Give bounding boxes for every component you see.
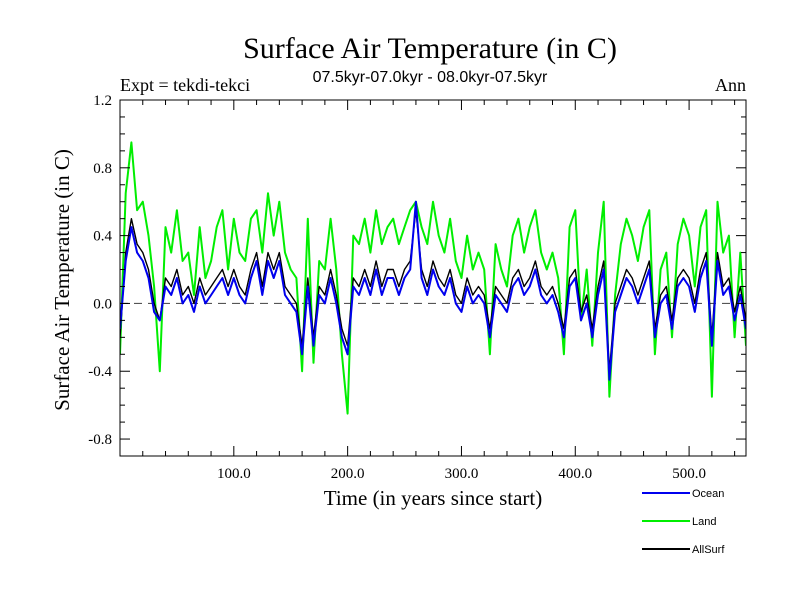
y-tick-label: 0.0 — [93, 296, 112, 312]
chart-title: Surface Air Temperature (in C) — [243, 32, 617, 65]
axis-ticks-layer: 100.0 200.0 300.0 400.0 500.0 -0.8 -0.4 0.0 0.4 0… — [88, 93, 746, 482]
y-tick-label: -0.4 — [88, 364, 112, 380]
x-tick-label: 100.0 — [217, 466, 251, 482]
chart-subtitle: 07.5kyr-07.0kyr - 08.0kyr-07.5kyr — [313, 69, 548, 86]
legend-label-ocean: Ocean — [692, 488, 724, 500]
plot-frame — [119, 99, 747, 457]
experiment-label: Expt = tekdi-tekci — [120, 75, 250, 95]
season-label: Ann — [715, 75, 746, 95]
y-axis-label: Surface Air Temperature (in C) — [50, 149, 74, 411]
y-tick-label: 0.8 — [93, 161, 112, 177]
legend-label-allsurf: AllSurf — [692, 544, 725, 556]
y-tick-label: -0.8 — [88, 432, 112, 448]
y-tick-label: 1.2 — [93, 93, 112, 109]
legend-label-land: Land — [692, 516, 716, 528]
x-tick-label: 500.0 — [672, 466, 706, 482]
y-tick-label: 0.4 — [93, 229, 112, 245]
x-tick-label: 400.0 — [558, 466, 592, 482]
legend: Ocean Land AllSurf — [642, 488, 725, 556]
x-axis-label: Time (in years since start) — [324, 486, 543, 510]
series-line-ocean — [120, 200, 746, 381]
series-layer — [120, 141, 746, 415]
series-line-land — [120, 141, 746, 415]
series-line-allsurf — [120, 209, 746, 372]
x-tick-label: 200.0 — [331, 466, 365, 482]
x-tick-label: 300.0 — [445, 466, 479, 482]
